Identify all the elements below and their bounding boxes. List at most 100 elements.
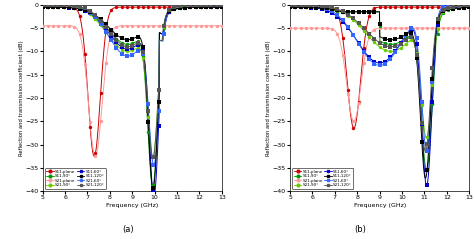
Point xyxy=(460,4,468,7)
Point xyxy=(371,6,378,10)
Point xyxy=(108,31,115,35)
Point xyxy=(292,3,299,7)
Point xyxy=(434,20,441,23)
Point xyxy=(102,29,109,33)
Point xyxy=(39,24,46,28)
Point xyxy=(60,3,67,7)
Point xyxy=(365,35,373,39)
Point xyxy=(86,11,94,15)
Point xyxy=(445,6,452,10)
Point xyxy=(55,5,62,9)
Y-axis label: Reflection and transmission coefficient (dB): Reflection and transmission coefficient … xyxy=(266,40,271,156)
Point xyxy=(428,80,436,84)
Point xyxy=(423,5,431,9)
Point xyxy=(450,26,457,30)
Point xyxy=(455,4,463,8)
Point xyxy=(365,35,373,39)
Point xyxy=(208,5,215,9)
Point xyxy=(445,6,452,10)
Point xyxy=(71,4,78,8)
Point xyxy=(344,92,352,96)
Point xyxy=(91,154,99,158)
Point xyxy=(208,5,215,9)
Point xyxy=(318,4,326,8)
Point xyxy=(402,33,410,37)
Point xyxy=(450,5,457,9)
Point xyxy=(371,60,378,63)
Point xyxy=(465,3,473,7)
Point xyxy=(218,5,226,9)
Point xyxy=(128,44,136,48)
Point xyxy=(302,5,310,9)
Point xyxy=(218,5,226,9)
Point xyxy=(365,57,373,61)
Point xyxy=(423,167,431,171)
Point xyxy=(39,5,46,9)
Point xyxy=(328,6,336,10)
Point xyxy=(44,3,52,7)
Point xyxy=(213,24,220,28)
Point xyxy=(71,6,78,10)
Point xyxy=(339,18,346,22)
Point xyxy=(44,3,52,7)
Point xyxy=(439,5,447,9)
Point xyxy=(76,14,83,18)
Point xyxy=(128,42,136,45)
Point xyxy=(108,34,115,38)
Point xyxy=(339,53,346,57)
Point xyxy=(60,5,67,9)
Point xyxy=(44,5,52,9)
Point xyxy=(55,5,62,9)
Point xyxy=(86,10,94,14)
Point xyxy=(39,3,46,7)
Point xyxy=(413,42,420,46)
Point xyxy=(365,55,373,59)
Point xyxy=(408,26,415,30)
Point xyxy=(349,33,357,37)
Point xyxy=(381,48,389,52)
Point xyxy=(439,11,447,15)
Y-axis label: Reflection and transmission coefficient (dB): Reflection and transmission coefficient … xyxy=(19,40,24,156)
Point xyxy=(208,3,215,7)
Point xyxy=(86,9,94,13)
Point xyxy=(113,5,120,9)
Point xyxy=(286,3,294,7)
Point xyxy=(312,3,320,7)
Point xyxy=(197,3,205,7)
Point xyxy=(97,21,104,25)
Point xyxy=(49,5,57,9)
Point xyxy=(181,3,189,7)
Point xyxy=(192,5,200,9)
Point xyxy=(123,38,131,42)
Point xyxy=(423,26,431,30)
Point xyxy=(76,7,83,11)
Point xyxy=(286,3,294,7)
Point xyxy=(165,10,173,13)
Point xyxy=(118,52,126,55)
Legend: S11,plane, S11,90°, S21,plane, S21,90°, S11,60°, S11,120°, S21,60°, S21,120°: S11,plane, S11,90°, S21,plane, S21,90°, … xyxy=(292,168,354,189)
Point xyxy=(381,44,389,48)
Point xyxy=(450,7,457,11)
Point xyxy=(49,3,57,7)
Point xyxy=(192,24,200,28)
Point xyxy=(307,5,315,9)
Point xyxy=(218,5,226,9)
Point xyxy=(208,5,215,9)
Point xyxy=(334,13,341,17)
Point xyxy=(134,5,141,9)
Point xyxy=(360,10,368,14)
Point xyxy=(418,26,426,30)
Point xyxy=(450,5,457,9)
Point xyxy=(218,24,226,28)
Point xyxy=(144,24,152,28)
Point xyxy=(408,27,415,30)
Point xyxy=(392,26,399,30)
Point xyxy=(355,21,362,25)
Point xyxy=(428,26,436,30)
Point xyxy=(297,3,304,7)
Point xyxy=(128,46,136,50)
Point xyxy=(181,6,189,10)
Point xyxy=(328,9,336,13)
Point xyxy=(307,3,315,7)
Point xyxy=(44,5,52,9)
